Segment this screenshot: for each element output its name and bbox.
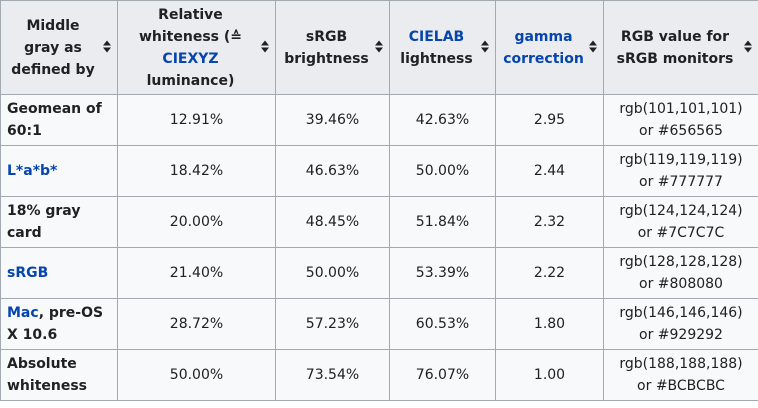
- rgb-value-cell: rgb(146,146,146) or #929292: [603, 298, 758, 350]
- brightness-cell: 50.00%: [275, 247, 390, 299]
- text-part: sRGB brightness: [284, 28, 369, 67]
- row-label-cell: L*a*b*: [0, 145, 118, 197]
- lightness-cell: 42.63%: [389, 94, 496, 146]
- text-part: 18% gray card: [7, 203, 81, 241]
- brightness-cell: 48.45%: [275, 196, 390, 248]
- row-label-cell: sRGB: [0, 247, 118, 299]
- text-part: RGB value for sRGB monitors: [616, 28, 734, 67]
- header-label: gamma correction: [502, 26, 597, 70]
- text-part: , pre-OS X 10.6: [7, 305, 104, 343]
- sort-arrows-icon[interactable]: [375, 40, 383, 55]
- whiteness-cell: 20.00%: [117, 196, 276, 248]
- link-text[interactable]: Mac: [7, 305, 39, 321]
- whiteness-cell: 18.42%: [117, 145, 276, 197]
- text-part: lightness: [400, 50, 473, 67]
- rgb-value-cell: rgb(124,124,124) or #7C7C7C: [603, 196, 758, 248]
- sort-arrows-icon[interactable]: [589, 40, 597, 55]
- header-rgb-value[interactable]: RGB value for sRGB monitors: [603, 0, 758, 95]
- row-label-cell: Absolute whiteness: [0, 349, 118, 401]
- rgb-value-cell: rgb(128,128,128) or #808080: [603, 247, 758, 299]
- text-part: luminance): [146, 72, 235, 89]
- gamma-cell: 1.80: [495, 298, 604, 350]
- lightness-cell: 51.84%: [389, 196, 496, 248]
- row-label-cell: 18% gray card: [0, 196, 118, 248]
- lightness-cell: 50.00%: [389, 145, 496, 197]
- row-label-cell: Mac, pre-OS X 10.6: [0, 298, 118, 350]
- table-row: 18% gray card 20.00% 48.45% 51.84% 2.32 rgb(1…: [0, 196, 758, 248]
- header-label: RGB value for sRGB monitors: [610, 26, 752, 70]
- lightness-cell: 53.39%: [389, 247, 496, 299]
- header-label: sRGB brightness: [282, 26, 383, 70]
- whiteness-cell: 12.91%: [117, 94, 276, 146]
- text-part: Relative whiteness (≙: [138, 6, 243, 45]
- header-gamma-correction[interactable]: gamma correction: [495, 0, 604, 95]
- table-row: sRGB 21.40% 50.00% 53.39% 2.22 rgb(128,128,12…: [0, 247, 758, 299]
- gamma-cell: 2.32: [495, 196, 604, 248]
- text-part: Geomean of 60:1: [7, 101, 102, 139]
- header-middle-gray[interactable]: Middle gray as defined by: [0, 0, 118, 95]
- text-part: Absolute whiteness: [7, 356, 88, 394]
- sort-arrows-icon[interactable]: [744, 40, 752, 55]
- sort-arrows-icon[interactable]: [103, 40, 111, 55]
- whiteness-cell: 50.00%: [117, 349, 276, 401]
- lightness-cell: 76.07%: [389, 349, 496, 401]
- whiteness-cell: 21.40%: [117, 247, 276, 299]
- rgb-value-cell: rgb(119,119,119) or #777777: [603, 145, 758, 197]
- table-row: Geomean of 60:1 12.91% 39.46% 42.63% 2.95 rgb…: [0, 94, 758, 146]
- gamma-cell: 2.22: [495, 247, 604, 299]
- rgb-value-cell: rgb(101,101,101) or #656565: [603, 94, 758, 146]
- header-label: Middle gray as defined by: [7, 15, 111, 81]
- row-label-cell: Geomean of 60:1: [0, 94, 118, 146]
- link-text[interactable]: gamma correction: [503, 28, 584, 67]
- table-row: L*a*b* 18.42% 46.63% 50.00% 2.44 rgb(119,119,…: [0, 145, 758, 197]
- brightness-cell: 57.23%: [275, 298, 390, 350]
- sort-arrows-icon[interactable]: [261, 40, 269, 55]
- lightness-cell: 60.53%: [389, 298, 496, 350]
- link-text[interactable]: sRGB: [7, 265, 49, 281]
- sort-arrows-icon[interactable]: [481, 40, 489, 55]
- link-text[interactable]: CIEXYZ: [162, 50, 219, 67]
- text-part: Middle gray as defined by: [11, 17, 95, 78]
- link-text[interactable]: L*a*b*: [7, 163, 58, 179]
- header-label: Relative whiteness (≙ CIEXYZ luminance): [124, 4, 269, 92]
- header-label: CIELAB lightness: [396, 26, 489, 70]
- table-row: Mac, pre-OS X 10.6 28.72% 57.23% 60.53% 1.80…: [0, 298, 758, 350]
- brightness-cell: 73.54%: [275, 349, 390, 401]
- brightness-cell: 39.46%: [275, 94, 390, 146]
- header-cielab-lightness[interactable]: CIELAB lightness: [389, 0, 496, 95]
- table-body: Geomean of 60:1 12.91% 39.46% 42.63% 2.95 rgb…: [0, 94, 758, 401]
- table-row: Absolute whiteness 50.00% 73.54% 76.07% 1.00…: [0, 349, 758, 401]
- link-text[interactable]: CIELAB: [408, 28, 465, 45]
- brightness-cell: 46.63%: [275, 145, 390, 197]
- gamma-cell: 2.44: [495, 145, 604, 197]
- gamma-cell: 1.00: [495, 349, 604, 401]
- header-srgb-brightness[interactable]: sRGB brightness: [275, 0, 390, 95]
- whiteness-cell: 28.72%: [117, 298, 276, 350]
- header-row: Middle gray as defined by Relative whiten…: [0, 0, 758, 95]
- header-relative-whiteness[interactable]: Relative whiteness (≙ CIEXYZ luminance): [117, 0, 276, 95]
- rgb-value-cell: rgb(188,188,188) or #BCBCBC: [603, 349, 758, 401]
- gamma-cell: 2.95: [495, 94, 604, 146]
